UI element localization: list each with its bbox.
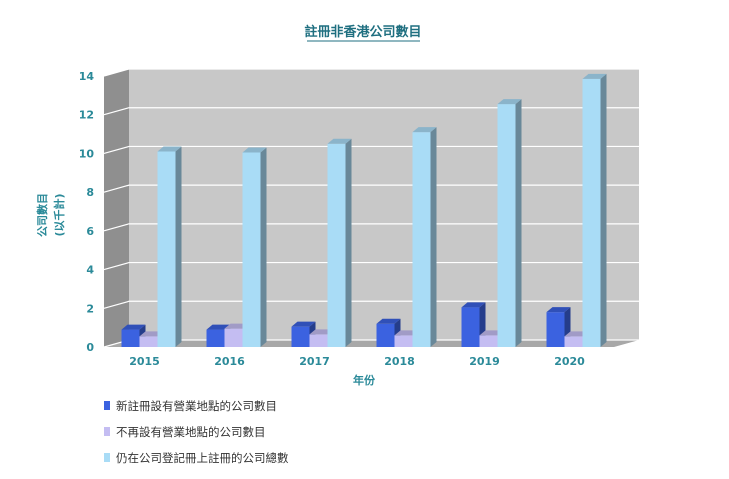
x-tick-label: 2017 xyxy=(299,355,330,368)
legend: 新註冊設有營業地點的公司數目 不再設有營業地點的公司數目 仍在公司登記冊上註冊的… xyxy=(104,399,289,465)
legend-item-total-registered[interactable]: 仍在公司登記冊上註冊的公司總數 xyxy=(104,451,289,465)
legend-label: 不再設有營業地點的公司數目 xyxy=(116,425,266,439)
y-axis-title-unit: (以千計) xyxy=(52,193,66,236)
bar-front xyxy=(394,335,413,347)
y-tick-label: 10 xyxy=(79,147,95,160)
legend-swatch xyxy=(104,453,110,462)
bar-front xyxy=(327,143,346,347)
x-axis-title: 年份 xyxy=(353,373,376,387)
bar-front xyxy=(461,307,480,347)
bar-top xyxy=(461,302,486,308)
gridline xyxy=(103,68,639,77)
bar-2018-series-2 xyxy=(412,127,437,347)
bar-top xyxy=(121,324,146,330)
bar-side xyxy=(600,73,607,348)
bar-2020-series-2 xyxy=(582,73,607,348)
legend-label: 新註冊設有營業地點的公司數目 xyxy=(116,399,277,413)
bars xyxy=(121,73,607,348)
bar-front xyxy=(376,323,395,347)
bar-top xyxy=(497,99,522,105)
legend-swatch xyxy=(104,427,110,436)
bar-front xyxy=(582,78,601,348)
x-tick-label: 2020 xyxy=(554,355,585,368)
bar-front xyxy=(479,335,498,347)
bar-front xyxy=(291,326,310,347)
x-tick-label: 2016 xyxy=(214,355,245,368)
legend-label: 仍在公司登記冊上註冊的公司總數 xyxy=(116,451,289,465)
bar-front xyxy=(412,132,431,347)
bar-front xyxy=(564,336,583,347)
bar-top xyxy=(546,307,571,313)
bar-front xyxy=(546,312,565,347)
x-tick-label: 2015 xyxy=(129,355,160,368)
y-tick-label: 2 xyxy=(86,302,94,315)
y-tick-label: 6 xyxy=(86,225,94,238)
bar-2015-series-2 xyxy=(157,146,182,347)
bar-side xyxy=(260,147,267,347)
bar-side xyxy=(345,138,352,347)
bar-top xyxy=(157,146,182,152)
bar-side xyxy=(430,127,437,347)
gridline xyxy=(103,300,639,309)
bar-front xyxy=(309,334,328,347)
bar-top xyxy=(376,318,401,324)
bar-2019-series-2 xyxy=(497,99,522,347)
bar-front xyxy=(242,152,261,347)
bar-front xyxy=(206,329,225,347)
y-axis: 0 2 4 6 8 10 12 14 xyxy=(79,70,95,354)
gridline xyxy=(103,261,639,271)
bar-top xyxy=(582,73,607,79)
legend-item-new-registered[interactable]: 新註冊設有營業地點的公司數目 xyxy=(104,399,277,413)
bar-front xyxy=(497,104,516,347)
gridline xyxy=(103,223,639,232)
bar-top xyxy=(242,147,267,153)
legend-swatch xyxy=(104,401,110,410)
bar-side xyxy=(175,146,182,347)
plot-side-wall xyxy=(104,69,129,347)
plot-back-wall xyxy=(129,69,639,340)
y-tick-label: 14 xyxy=(79,70,95,83)
bar-top xyxy=(206,324,231,330)
y-axis-title: 公司數目 xyxy=(35,193,49,237)
plot-area xyxy=(104,69,639,347)
bar-front xyxy=(157,151,176,347)
bar-front xyxy=(139,336,158,347)
bar-top xyxy=(412,127,437,133)
gridline xyxy=(103,184,639,193)
bar-2016-series-2 xyxy=(242,147,267,347)
bar-top xyxy=(327,138,352,144)
gridline xyxy=(103,145,639,155)
gridline xyxy=(103,107,639,116)
y-tick-label: 4 xyxy=(86,264,94,277)
x-tick-label: 2019 xyxy=(469,355,500,368)
bar-front xyxy=(121,329,140,347)
x-axis: 2015 2016 2017 2018 2019 2020 xyxy=(129,355,585,368)
y-tick-label: 0 xyxy=(86,341,94,354)
bar-2017-series-2 xyxy=(327,138,352,347)
bar-side xyxy=(515,99,522,347)
bar-front xyxy=(224,328,243,347)
y-tick-label: 12 xyxy=(79,109,94,122)
bar-top xyxy=(291,321,316,327)
y-tick-label: 8 xyxy=(86,186,94,199)
chart-title: 註冊非香港公司數目 xyxy=(304,24,421,40)
x-tick-label: 2018 xyxy=(384,355,415,368)
legend-item-ceased[interactable]: 不再設有營業地點的公司數目 xyxy=(104,425,266,439)
